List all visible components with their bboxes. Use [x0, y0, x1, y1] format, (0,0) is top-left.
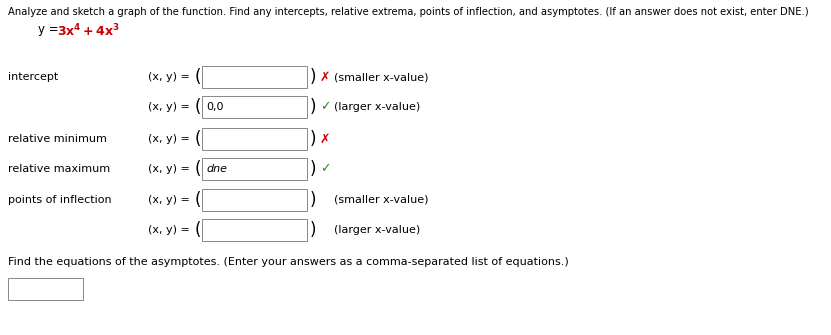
Text: ): ): [310, 98, 317, 116]
Text: (: (: [195, 98, 201, 116]
Text: (: (: [195, 191, 201, 209]
Text: (x, y) =: (x, y) =: [148, 134, 189, 144]
Text: ): ): [310, 221, 317, 239]
Text: (: (: [195, 221, 201, 239]
Text: ✗: ✗: [320, 133, 331, 145]
Text: (x, y) =: (x, y) =: [148, 102, 189, 112]
Text: ✗: ✗: [320, 70, 331, 83]
Text: (: (: [195, 130, 201, 148]
Text: ): ): [310, 191, 317, 209]
Text: (x, y) =: (x, y) =: [148, 164, 189, 174]
Text: y =: y =: [38, 23, 62, 36]
FancyBboxPatch shape: [202, 219, 307, 241]
Text: ): ): [310, 130, 317, 148]
Text: ✓: ✓: [320, 162, 331, 176]
Text: ): ): [310, 68, 317, 86]
Text: relative maximum: relative maximum: [8, 164, 111, 174]
Text: (larger x-value): (larger x-value): [334, 102, 420, 112]
Text: ): ): [310, 160, 317, 178]
Text: (smaller x-value): (smaller x-value): [334, 72, 429, 82]
Text: (: (: [195, 160, 201, 178]
Text: intercept: intercept: [8, 72, 58, 82]
Text: Find the equations of the asymptotes. (Enter your answers as a comma-separated l: Find the equations of the asymptotes. (E…: [8, 257, 568, 267]
FancyBboxPatch shape: [202, 158, 307, 180]
Text: ✓: ✓: [320, 100, 331, 114]
Text: points of inflection: points of inflection: [8, 195, 111, 205]
Text: (: (: [195, 68, 201, 86]
Text: relative minimum: relative minimum: [8, 134, 107, 144]
Text: $\mathregular{3x^4 + 4x^3}$: $\mathregular{3x^4 + 4x^3}$: [57, 23, 120, 40]
FancyBboxPatch shape: [202, 189, 307, 211]
Text: (smaller x-value): (smaller x-value): [334, 195, 429, 205]
FancyBboxPatch shape: [202, 96, 307, 118]
FancyBboxPatch shape: [8, 278, 83, 300]
Text: (x, y) =: (x, y) =: [148, 195, 189, 205]
Text: Analyze and sketch a graph of the function. Find any intercepts, relative extrem: Analyze and sketch a graph of the functi…: [8, 7, 809, 17]
Text: (larger x-value): (larger x-value): [334, 225, 420, 235]
Text: (x, y) =: (x, y) =: [148, 72, 189, 82]
Text: 0,0: 0,0: [206, 102, 224, 112]
FancyBboxPatch shape: [202, 66, 307, 88]
Text: dne: dne: [206, 164, 227, 174]
Text: (x, y) =: (x, y) =: [148, 225, 189, 235]
FancyBboxPatch shape: [202, 128, 307, 150]
